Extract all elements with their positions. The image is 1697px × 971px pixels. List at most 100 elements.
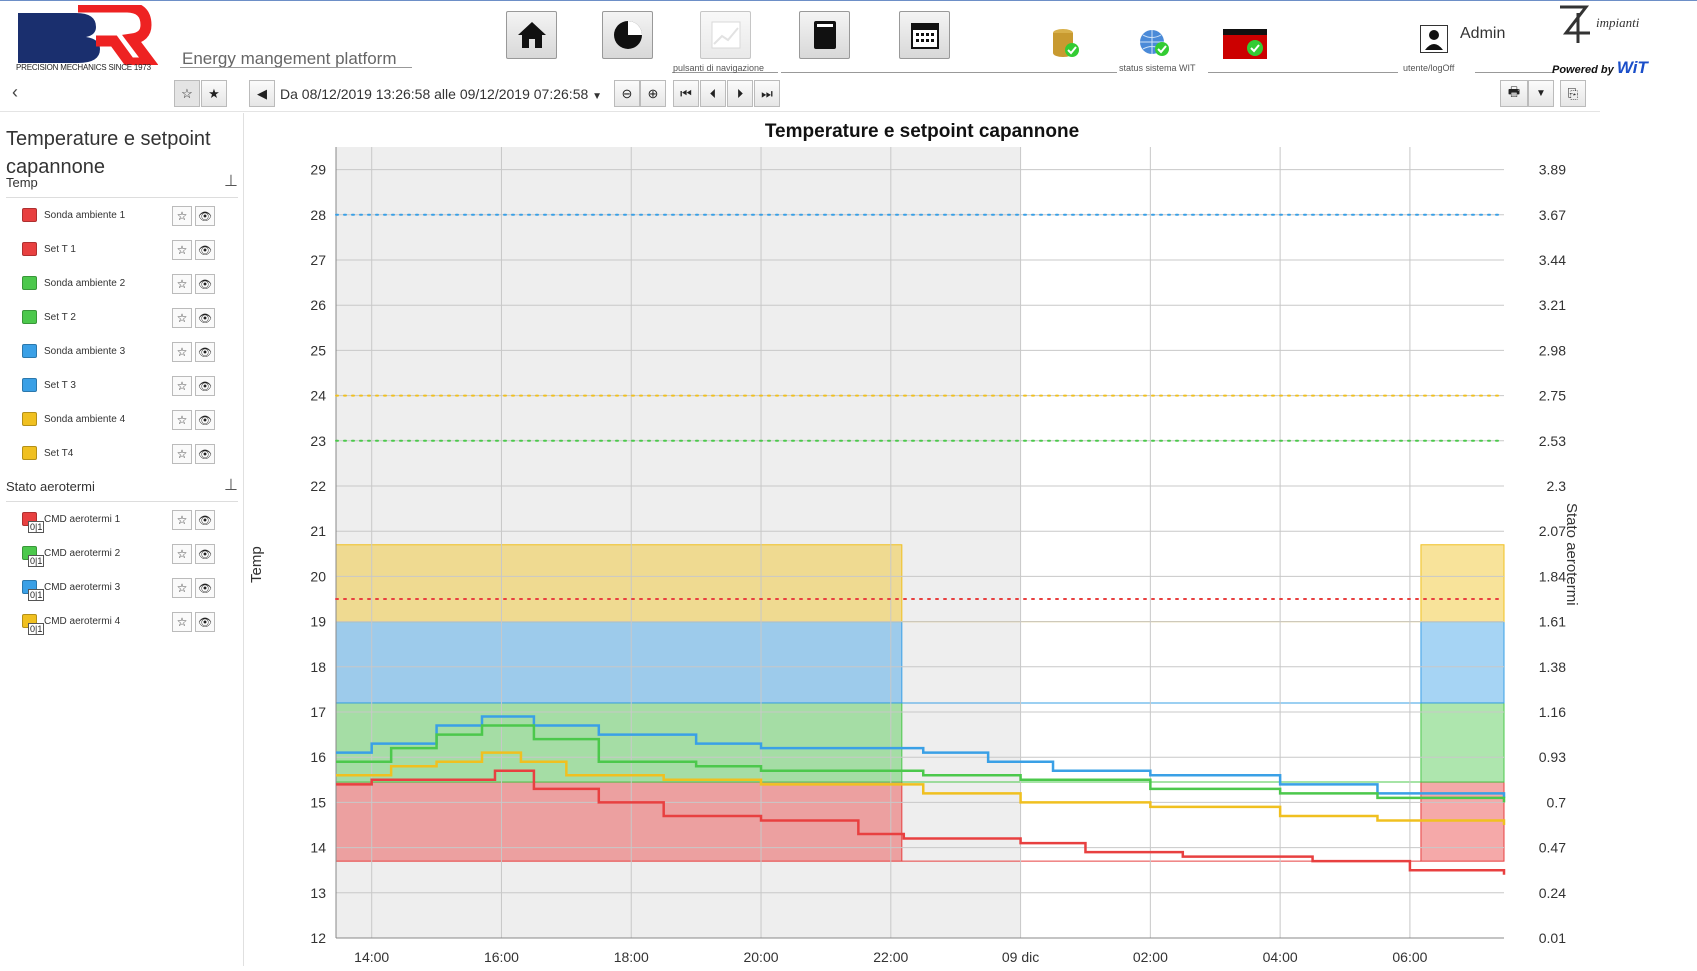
x-tick-label: 04:00 — [1263, 949, 1298, 965]
legend-item-label: CMD aerotermi 3 — [44, 582, 121, 593]
toggle-visibility-eye-icon[interactable]: 👁 — [195, 376, 215, 396]
reports-button[interactable] — [602, 11, 653, 59]
toggle-visibility-eye-icon[interactable]: 👁 — [195, 510, 215, 530]
state-band-3 — [335, 621, 903, 704]
toggle-visibility-eye-icon[interactable]: 👁 — [195, 206, 215, 226]
legend-item[interactable]: 0|1 CMD aerotermi 3 ☆ 👁 — [20, 575, 220, 601]
toggle-visibility-eye-icon[interactable]: 👁 — [195, 578, 215, 598]
group-collapse-icon[interactable]: ⊥ — [224, 477, 238, 494]
legend-item-label: CMD aerotermi 1 — [44, 514, 121, 525]
toolbar: ‹ ☆ ★ ◀ Da 08/12/2019 13:26:58 alle 09/1… — [0, 76, 1600, 112]
y-tick-label: 17 — [310, 704, 326, 720]
temperature-line-7[interactable] — [336, 769, 1506, 875]
last-button[interactable]: ⏭ — [754, 80, 780, 107]
temperature-line-4[interactable] — [336, 715, 1506, 798]
temperature-line-6[interactable] — [336, 751, 1506, 825]
favorite-series-button[interactable]: ☆ — [172, 240, 192, 260]
calendar-icon — [910, 23, 939, 49]
y-tick-label: 15 — [310, 794, 326, 810]
print-options-button[interactable]: ▼ — [1528, 80, 1554, 107]
favorite-series-button[interactable]: ☆ — [172, 444, 192, 464]
legend-item[interactable]: Sonda ambiente 3 ☆ 👁 — [20, 339, 220, 365]
legend-item[interactable]: Set T 2 ☆ 👁 — [20, 305, 220, 331]
divider — [6, 501, 238, 502]
toggle-visibility-eye-icon[interactable]: 👁 — [195, 342, 215, 362]
favorite-series-button[interactable]: ☆ — [172, 544, 192, 564]
prev-range-button[interactable]: ◀ — [249, 80, 275, 107]
calendar-button[interactable] — [899, 11, 950, 59]
legend-item[interactable]: Set T 3 ☆ 👁 — [20, 373, 220, 399]
favorite-series-button[interactable]: ☆ — [172, 308, 192, 328]
previous-button[interactable]: ⏴ — [700, 80, 726, 107]
y-axis-label: Temp — [248, 546, 265, 583]
toggle-visibility-eye-icon[interactable]: 👁 — [195, 240, 215, 260]
next-button[interactable]: ⏵ — [727, 80, 753, 107]
charts-button[interactable] — [700, 11, 751, 59]
favorite-series-button[interactable]: ☆ — [172, 410, 192, 430]
x-tick-label: 02:00 — [1133, 949, 1168, 965]
legend-item[interactable]: 0|1 CMD aerotermi 1 ☆ 👁 — [20, 507, 220, 533]
favorite-series-button[interactable]: ☆ — [172, 578, 192, 598]
zoom-in-button[interactable]: ⊕ — [640, 80, 666, 107]
series-color-swatch — [22, 378, 37, 392]
network-status-icon[interactable] — [1138, 27, 1172, 64]
legend-item[interactable]: Sonda ambiente 4 ☆ 👁 — [20, 407, 220, 433]
legend-item[interactable]: Set T 1 ☆ 👁 — [20, 237, 220, 263]
state-band-4 — [1420, 544, 1505, 623]
y-tick-label: 21 — [310, 523, 326, 539]
favorite-series-button[interactable]: ☆ — [172, 612, 192, 632]
legend-item[interactable]: 0|1 CMD aerotermi 4 ☆ 👁 — [20, 609, 220, 635]
temperature-line-5[interactable] — [336, 724, 1506, 803]
favorite-filled-button[interactable]: ★ — [201, 80, 227, 107]
legend-group-label: Temp — [6, 175, 38, 190]
y-tick-label: 25 — [310, 342, 326, 358]
print-button[interactable]: 🖶 — [1500, 80, 1528, 107]
user-name[interactable]: Admin — [1460, 25, 1506, 42]
toggle-visibility-eye-icon[interactable]: 👁 — [195, 544, 215, 564]
x-tick-label: 18:00 — [614, 949, 649, 965]
line-chart-icon — [711, 21, 740, 49]
favorite-series-button[interactable]: ☆ — [172, 274, 192, 294]
toggle-visibility-eye-icon[interactable]: 👁 — [195, 308, 215, 328]
zoom-out-button[interactable]: ⊖ — [614, 80, 640, 107]
temperature-chart[interactable]: 12 13 14 15 16 17 18 19 20 21 22 23 24 25 26 27 28 29 0.01… — [244, 113, 1600, 966]
state-band-2 — [1420, 702, 1505, 783]
legend-item[interactable]: Set T4 ☆ 👁 — [20, 441, 220, 467]
collapse-sidebar-icon[interactable]: ‹ — [12, 82, 18, 102]
wit-status-icon[interactable] — [1223, 29, 1267, 64]
group-collapse-icon[interactable]: ⊥ — [224, 173, 238, 190]
powered-by-text: Powered by — [1552, 64, 1614, 76]
home-button[interactable] — [506, 11, 557, 59]
y2-tick-label: 0.93 — [1539, 749, 1566, 765]
favorite-series-button[interactable]: ☆ — [172, 206, 192, 226]
database-status-icon[interactable] — [1051, 27, 1081, 64]
first-button[interactable]: ⏮ — [673, 80, 699, 107]
y-tick-label: 29 — [310, 162, 326, 178]
favorite-series-button[interactable]: ☆ — [172, 376, 192, 396]
legend-item-label: Sonda ambiente 4 — [44, 414, 126, 425]
series-color-swatch — [22, 276, 37, 290]
user-avatar-icon[interactable] — [1420, 25, 1448, 53]
binary-state-badge: 0|1 — [28, 555, 45, 567]
legend-item[interactable]: Sonda ambiente 2 ☆ 👁 — [20, 271, 220, 297]
x-tick-label: 09 dic — [1002, 949, 1039, 965]
legend-item-label: Sonda ambiente 1 — [44, 210, 126, 221]
book-button[interactable] — [799, 11, 850, 59]
date-range-select[interactable]: Da 08/12/2019 13:26:58 alle 09/12/2019 0… — [280, 86, 602, 102]
legend-item[interactable]: 0|1 CMD aerotermi 2 ☆ 👁 — [20, 541, 220, 567]
toggle-visibility-eye-icon[interactable]: 👁 — [195, 410, 215, 430]
partner-logo-text: impianti — [1596, 15, 1640, 30]
y2-tick-label: 2.07 — [1539, 523, 1566, 539]
x-tick-label: 20:00 — [743, 949, 778, 965]
toggle-visibility-eye-icon[interactable]: 👁 — [195, 444, 215, 464]
y-tick-label: 28 — [310, 207, 326, 223]
export-button[interactable]: ⎘ — [1560, 80, 1586, 107]
legend-item[interactable]: Sonda ambiente 1 ☆ 👁 — [20, 203, 220, 229]
toggle-visibility-eye-icon[interactable]: 👁 — [195, 612, 215, 632]
toggle-visibility-eye-icon[interactable]: 👁 — [195, 274, 215, 294]
favorite-series-button[interactable]: ☆ — [172, 342, 192, 362]
zoom-in-icon: ⊕ — [647, 85, 659, 101]
favorite-outline-button[interactable]: ☆ — [174, 80, 200, 107]
favorite-series-button[interactable]: ☆ — [172, 510, 192, 530]
series-color-swatch — [22, 446, 37, 460]
